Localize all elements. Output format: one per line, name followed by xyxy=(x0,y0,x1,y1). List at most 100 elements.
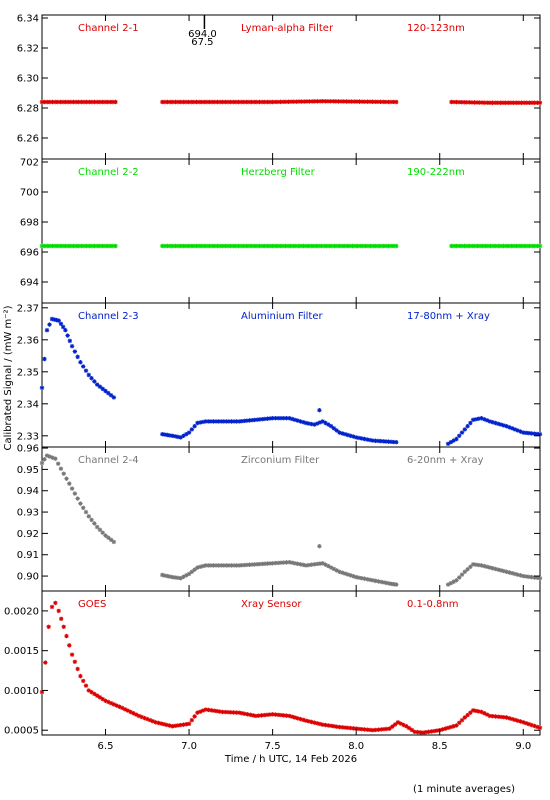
y-tick-label: 6.30 xyxy=(17,74,39,85)
data-point xyxy=(379,579,384,585)
data-point xyxy=(323,722,328,728)
data-point xyxy=(42,457,47,462)
data-point xyxy=(122,707,128,712)
data-point xyxy=(323,562,328,567)
panel-goes: 0.0005 0.0010 0.0015 0.0020 GOES Xray Sensor 0… xyxy=(4,590,543,752)
data-point xyxy=(267,99,273,105)
data-point xyxy=(477,243,483,249)
data-point xyxy=(352,243,358,249)
data-point xyxy=(105,99,110,105)
data-point xyxy=(394,99,399,105)
data-point xyxy=(472,243,478,249)
data-point xyxy=(198,420,203,425)
data-point xyxy=(63,328,68,333)
data-point xyxy=(265,99,270,105)
data-point xyxy=(270,712,275,717)
data-point xyxy=(244,243,249,249)
data-point xyxy=(295,716,300,721)
data-point xyxy=(292,715,298,720)
data-point xyxy=(312,99,318,104)
data-point xyxy=(376,727,381,732)
data-point xyxy=(173,99,178,105)
data-point xyxy=(512,571,518,577)
data-point xyxy=(196,243,202,249)
data-point xyxy=(323,99,328,104)
data-point xyxy=(238,99,244,105)
data-point xyxy=(58,321,64,326)
data-point xyxy=(273,712,278,717)
data-point xyxy=(493,420,498,426)
data-point xyxy=(44,328,50,333)
data-point xyxy=(160,572,165,578)
channel-label: Channel 2-2 xyxy=(78,167,139,178)
data-point xyxy=(47,99,53,105)
data-point xyxy=(100,243,105,249)
data-point xyxy=(181,574,186,579)
data-point xyxy=(464,100,470,105)
data-point xyxy=(106,535,111,540)
data-point xyxy=(195,565,200,570)
data-point xyxy=(125,708,130,713)
data-point xyxy=(358,243,363,249)
data-point xyxy=(159,721,164,726)
data-point xyxy=(370,728,376,733)
data-point xyxy=(170,724,175,729)
data-point xyxy=(445,441,451,446)
data-point xyxy=(299,99,304,104)
data-point xyxy=(73,99,79,105)
series-ch2-1 xyxy=(160,243,399,249)
data-point xyxy=(84,243,89,249)
data-point xyxy=(535,100,540,105)
data-point xyxy=(521,573,526,579)
data-point xyxy=(45,99,50,105)
data-point xyxy=(262,99,267,105)
data-point xyxy=(349,99,354,104)
data-point xyxy=(341,99,346,104)
data-point xyxy=(352,99,357,104)
data-point xyxy=(342,571,348,576)
data-point xyxy=(97,243,102,249)
data-point xyxy=(488,243,493,249)
data-point xyxy=(56,318,61,323)
data-point xyxy=(333,99,339,104)
data-point xyxy=(114,703,119,708)
data-point xyxy=(259,99,265,105)
data-point xyxy=(244,418,250,423)
data-point xyxy=(186,243,191,249)
data-point xyxy=(298,243,304,249)
data-point xyxy=(68,243,74,249)
y-tick-label: 0.0005 xyxy=(4,726,39,737)
data-point xyxy=(257,417,262,422)
data-point xyxy=(515,428,520,433)
data-point xyxy=(208,563,214,568)
data-point xyxy=(426,729,431,735)
data-point xyxy=(496,714,501,719)
data-point xyxy=(511,100,516,105)
data-point xyxy=(170,574,175,580)
data-point xyxy=(39,385,45,390)
data-point xyxy=(312,422,317,427)
data-point xyxy=(342,243,347,249)
footnote: (1 minute averages) xyxy=(413,784,515,795)
data-point xyxy=(278,712,284,718)
data-point xyxy=(535,724,540,730)
data-point xyxy=(445,582,451,587)
data-point xyxy=(89,376,94,381)
data-point xyxy=(275,99,281,105)
data-point xyxy=(470,243,475,249)
data-point xyxy=(298,562,303,567)
data-point xyxy=(516,100,522,105)
data-point xyxy=(337,569,342,574)
data-point xyxy=(168,99,173,105)
data-point xyxy=(537,432,543,437)
data-point xyxy=(175,723,181,728)
data-point xyxy=(317,420,323,425)
y-tick-label: 696 xyxy=(20,248,39,259)
data-point xyxy=(79,243,84,249)
data-point xyxy=(39,243,45,249)
data-point xyxy=(213,419,219,424)
data-point xyxy=(506,100,511,105)
data-point xyxy=(50,99,55,105)
data-point xyxy=(386,99,391,105)
y-tick-label: 6.32 xyxy=(17,44,39,55)
